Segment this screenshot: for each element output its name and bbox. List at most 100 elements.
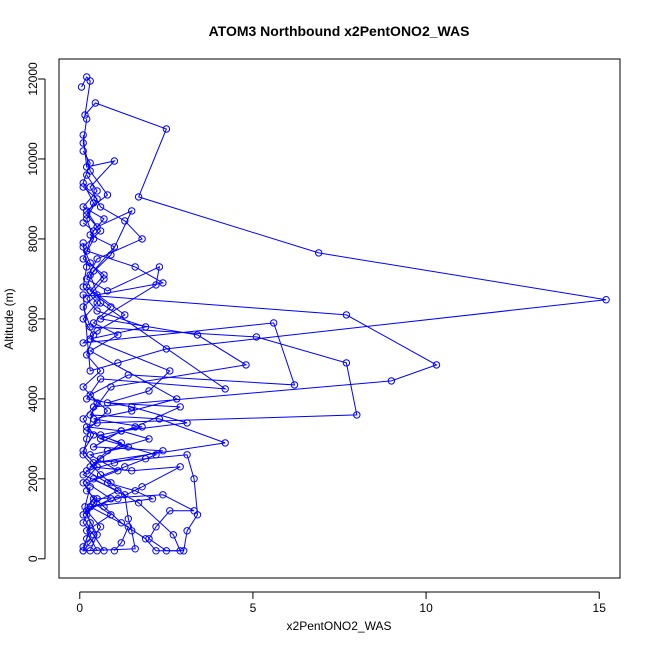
data-point [117,427,126,435]
data-point [124,515,133,523]
data-point [96,203,105,211]
data-point [79,547,87,555]
data-point [79,303,87,311]
data-point [242,361,250,369]
data-point [93,195,101,203]
data-point [342,311,351,319]
data-point [190,475,198,483]
data-point [110,243,119,251]
data-point [83,115,91,123]
data-point [103,191,112,199]
data-point [110,547,119,555]
data-point [100,215,108,223]
data-point [79,239,87,247]
data-point [79,179,87,187]
data-point [290,381,299,389]
data-point [148,495,157,503]
data-point [114,467,122,475]
data-point [100,503,108,511]
data-point [89,331,98,339]
data-point [83,263,91,271]
data-point [107,251,115,259]
data-point [103,287,112,295]
data-point [86,183,94,191]
data-point [138,235,146,243]
data-point [131,263,139,271]
data-point [96,435,105,443]
data-point [121,491,129,499]
data-point [315,249,323,257]
data-point [93,291,101,299]
data-point [221,385,229,393]
data-point [387,377,396,385]
data-point [145,435,153,443]
data-point [131,423,139,431]
data-point [100,271,108,279]
data-point [79,511,87,519]
data-point [114,495,122,503]
x-tick-label: 0 [76,601,83,615]
y-axis: 0 2000 4000 6000 8000 10000 12000 [26,62,46,562]
data-point [79,255,87,263]
data-point [138,423,146,431]
data-point [131,487,139,495]
data-point [79,315,87,323]
plot-frame [58,58,621,579]
data-point [128,467,136,475]
data-point [159,491,167,499]
data-point [93,547,101,555]
data-point [121,217,129,225]
data-point [141,535,150,543]
data-point [100,547,108,555]
data-point [128,403,136,411]
data-point [86,167,94,175]
series-line [81,174,296,552]
data-point [124,523,133,531]
data-point [103,479,112,487]
data-point [93,307,101,315]
x-axis: 0 5 10 15 [76,591,606,615]
data-point [83,295,91,303]
series-line [81,76,607,552]
x-tick-label: 5 [250,601,257,615]
series-line [82,118,228,552]
data-point [176,547,184,555]
data-point [166,367,174,375]
data-point [145,387,153,395]
y-axis-label: Altitude (m) [2,288,16,349]
data-point [162,345,171,353]
data-point [89,235,98,243]
data-point [183,451,191,459]
data-point [169,531,178,539]
data-point [96,523,105,531]
data-point [270,319,278,327]
data-point [83,395,91,403]
data-point [83,435,91,443]
data-point [79,383,87,391]
data-point [162,125,171,133]
data-point [117,519,126,527]
series-line [82,134,248,552]
data-point [93,463,101,471]
data-point [152,523,160,531]
data-point [176,463,184,471]
y-tick-label: 2000 [26,465,40,492]
data-point [152,451,160,459]
data-point [93,299,101,307]
data-point [107,495,115,503]
data-point [83,351,91,359]
data-point [121,311,129,319]
data-point [159,279,167,287]
data-point [103,407,112,415]
data-point [176,403,184,411]
data-point [128,407,136,415]
plot-area [77,73,610,555]
data-point [79,183,87,191]
data-point [134,499,143,507]
data-point [93,187,101,195]
data-point [86,159,94,167]
data-point [79,131,87,139]
data-point [83,215,91,223]
